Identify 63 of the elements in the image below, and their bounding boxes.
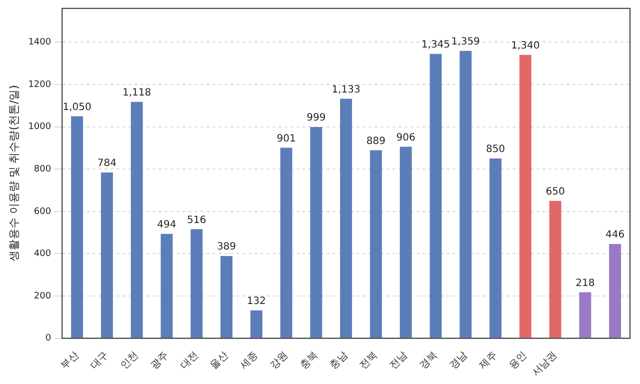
data-label: 1,345 [421, 39, 450, 50]
data-label: 999 [306, 112, 326, 124]
x-tick-label: 울산 [208, 350, 230, 372]
x-tick-label: 경남 [448, 350, 470, 372]
bar [460, 50, 472, 338]
bar [190, 229, 203, 338]
bar [430, 54, 442, 338]
data-label: 889 [366, 136, 386, 147]
bar [310, 127, 322, 338]
data-label: 1,118 [122, 87, 152, 98]
y-tick-label: 600 [34, 206, 52, 217]
y-tick-label: 1200 [28, 80, 52, 90]
x-tick-label: 전북 [358, 350, 380, 372]
data-label: 784 [97, 158, 116, 170]
x-tick-label: 제주 [478, 350, 500, 372]
bar [100, 172, 113, 338]
bar [519, 54, 532, 338]
x-tick-label: 대구 [88, 350, 111, 372]
y-tick-label: 1400 [28, 38, 52, 48]
bar [490, 158, 502, 338]
data-label: 1,340 [511, 40, 540, 52]
bar [400, 146, 412, 338]
data-label: 901 [276, 133, 296, 144]
y-tick-label: 800 [34, 164, 52, 174]
y-tick-label: 200 [34, 291, 52, 302]
x-tick-label: 강원 [268, 350, 290, 372]
data-label: 516 [187, 214, 206, 226]
bar [340, 98, 352, 338]
bar [280, 148, 292, 338]
x-tick-label: 인천 [118, 350, 141, 372]
y-axis-title: 생활용수 이용량 및 취수량(천톤/일) [7, 84, 20, 262]
data-label: 1,359 [451, 36, 480, 48]
data-label: 1,133 [332, 84, 360, 96]
x-tick-label: 전남 [388, 350, 410, 372]
data-label: 906 [396, 132, 416, 144]
x-tick-label: 세종 [238, 350, 260, 372]
y-tick-label: 0 [45, 334, 52, 344]
x-tick-label: 충북 [298, 350, 320, 372]
bar [609, 244, 622, 338]
data-label: 132 [246, 296, 266, 307]
x-tick-label: 부산 [59, 350, 82, 372]
data-label: 650 [546, 186, 565, 198]
bar [71, 116, 84, 338]
data-label: 1,050 [62, 102, 92, 113]
y-tick-label: 400 [34, 249, 52, 260]
data-label: 850 [486, 144, 506, 156]
bar [370, 150, 382, 338]
x-tick-label: 대전 [178, 350, 201, 372]
data-label: 218 [576, 278, 595, 289]
bar [160, 234, 173, 338]
x-tick-label: 경북 [418, 350, 440, 372]
data-label: 446 [606, 230, 625, 241]
bar [130, 102, 143, 338]
x-tick-label: 충남 [328, 350, 350, 372]
x-tick-label: 광주 [148, 350, 171, 372]
x-tick-label: 용인 [507, 350, 530, 372]
bar [549, 200, 562, 338]
bar [250, 310, 262, 338]
bar [220, 256, 232, 338]
bar [579, 292, 592, 338]
y-tick-label: 1000 [28, 122, 52, 132]
data-label: 389 [216, 242, 236, 253]
data-label: 494 [157, 219, 176, 230]
